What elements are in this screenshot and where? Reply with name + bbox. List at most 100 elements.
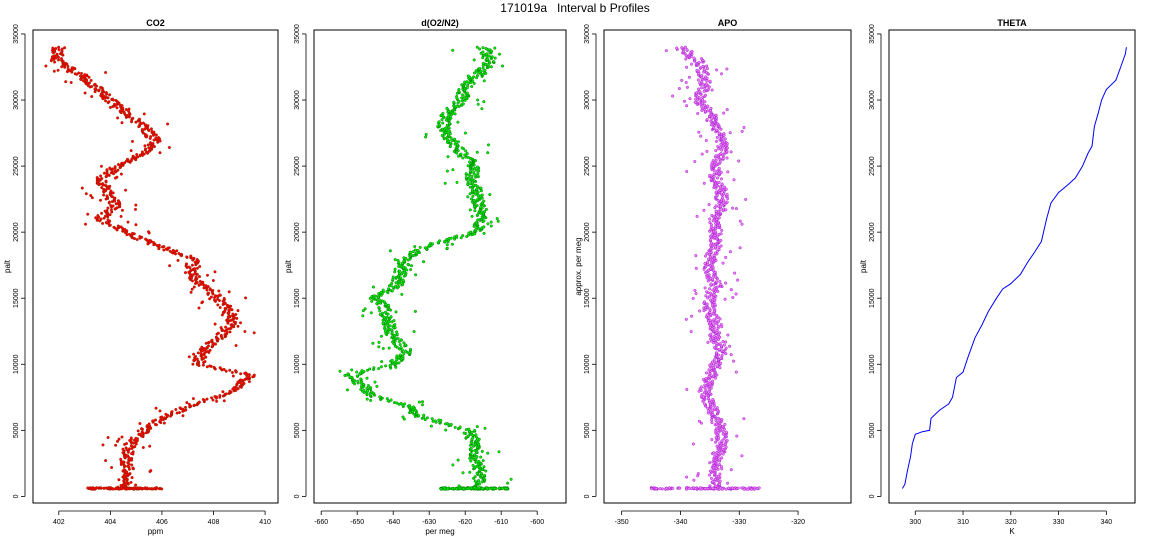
x-tick-label: 320 [1005,519,1017,526]
data-point [361,314,365,318]
data-point [222,399,226,403]
data-point [465,91,469,95]
data-point [725,67,729,71]
data-point [712,318,716,322]
data-point [479,455,483,459]
data-point [79,71,83,75]
data-point [447,125,451,129]
data-point [216,331,220,335]
data-point [224,392,228,396]
data-point [461,93,465,97]
data-point [200,345,204,349]
data-point [726,333,730,337]
data-point [115,206,119,210]
data-point [710,161,714,165]
data-point [729,288,733,292]
data-point [142,112,146,116]
data-point [466,74,470,78]
data-point [105,209,109,213]
data-point [53,54,57,58]
data-point [107,200,111,204]
data-point [734,370,738,374]
data-point [143,147,147,151]
data-point [439,113,443,117]
data-point [424,132,428,136]
plot-frame [603,29,852,504]
data-point [710,438,714,442]
x-axis-label: ppm [148,527,164,536]
data-point [101,182,105,186]
x-tick-label: -320 [791,519,805,526]
data-point [213,270,217,274]
data-point [461,102,465,106]
data-point [198,265,202,269]
data-point [408,404,412,408]
data-point [711,486,715,490]
data-point [395,354,399,358]
data-point [404,343,408,347]
data-point [713,297,717,301]
y-tick-label: 35000 [294,24,301,44]
figure-title: 171019a Interval b Profiles [500,1,650,15]
data-point [219,326,223,330]
data-point [227,290,231,294]
data-point [473,475,477,479]
data-point [466,84,470,88]
data-point [468,456,472,460]
data-point [477,459,481,463]
data-point [464,428,468,432]
data-point [135,237,139,241]
data-point [711,360,715,364]
data-point [717,245,721,249]
data-point [80,186,84,190]
data-point [99,85,103,89]
data-point [212,298,216,302]
data-point [369,390,373,394]
data-point [418,245,422,249]
data-point [685,475,689,479]
data-point [53,60,57,64]
data-point [393,267,397,271]
data-point [388,249,392,253]
data-point [703,402,707,406]
data-point [210,396,214,400]
data-point [129,444,133,448]
data-point [715,406,719,410]
data-point [442,136,446,140]
data-point [719,170,723,174]
data-point [236,324,240,328]
data-point [116,199,120,203]
data-point [140,128,144,132]
data-point [378,299,382,303]
data-point [390,282,394,286]
y-tick-label: 5000 [584,422,591,438]
y-tick-label: 30000 [869,90,876,110]
data-point [190,263,194,267]
data-point [721,447,725,451]
data-point [393,270,397,274]
data-point [498,52,502,56]
data-point [473,479,477,483]
data-point [697,61,701,65]
data-point [737,159,741,163]
data-point [488,193,492,197]
data-point [111,487,115,491]
data-point [381,347,385,351]
data-point [467,427,471,431]
data-point [658,487,662,491]
data-point [106,218,110,222]
data-point [398,269,402,273]
data-point [509,477,513,481]
data-point [151,419,155,423]
y-tick-label: 10000 [294,354,301,374]
data-point [157,487,161,491]
data-point [485,52,489,56]
data-point [208,287,212,291]
data-point [183,271,187,275]
data-point [471,463,475,467]
data-point [464,176,468,180]
data-point [719,282,723,286]
panel-title: CO2 [146,18,165,28]
data-point [124,108,128,112]
